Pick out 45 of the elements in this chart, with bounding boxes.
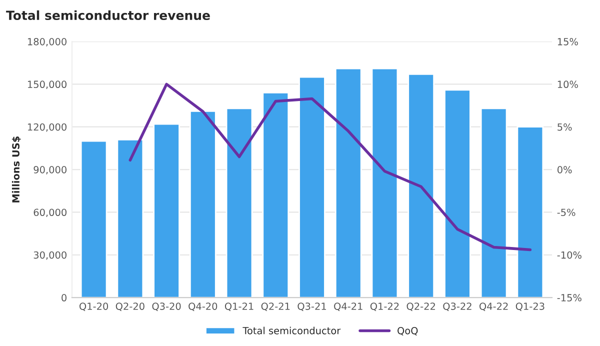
bar [480,108,508,298]
bar [262,92,290,298]
y2-tick-label: -5% [557,208,576,216]
bar [153,123,180,298]
y-axis-title: Millions US$ [12,136,21,202]
legend-label: QoQ [398,326,418,336]
x-tick-label: Q2-22 [406,302,435,312]
chart-title: Total semiconductor revenue [6,10,210,20]
x-tick-label: Q1-20 [80,302,108,312]
x-tick-label: Q3-22 [443,302,472,312]
y2-tick-label: 15% [558,38,578,46]
y-tick-label: 30,000 [34,251,66,260]
x-tick-label: Q1-22 [370,302,399,312]
bar [516,126,544,298]
y-tick-label: 120,000 [28,123,66,132]
y-tick-label: 150,000 [28,80,66,90]
bar [444,89,471,298]
bar [189,110,216,298]
y2-tick-label: -10% [557,251,582,259]
y-tick-label: 60,000 [34,208,66,218]
x-tick-label: Q4-22 [480,302,508,312]
x-tick-label: Q1-23 [516,302,544,312]
bar [116,138,144,298]
bar [408,74,435,298]
x-tick-label: Q3-20 [152,302,181,312]
y-tick-label: 0 [62,294,66,302]
line-series [128,82,532,252]
y2-tick-label: -15% [557,294,582,302]
x-tick-label: Q2-21 [261,302,290,312]
bar [80,140,108,298]
y-tick-label: 90,000 [34,166,66,174]
bar [226,108,253,298]
y2-tick-label: 5% [558,123,572,131]
y-tick-label: 180,000 [28,38,66,46]
x-tick-label: Q3-21 [298,302,326,312]
x-tick-label: Q1-21 [224,302,254,312]
x-tick-label: Q4-20 [188,302,218,312]
legend-label: Total semiconductor [242,326,341,334]
bar [298,76,326,298]
y2-tick-label: 0% [558,166,572,174]
x-tick-label: Q2-20 [116,302,144,312]
y2-tick-label: 10% [558,80,578,88]
bar [334,68,362,298]
x-tick-label: Q4-21 [334,302,362,312]
bar [371,68,398,298]
